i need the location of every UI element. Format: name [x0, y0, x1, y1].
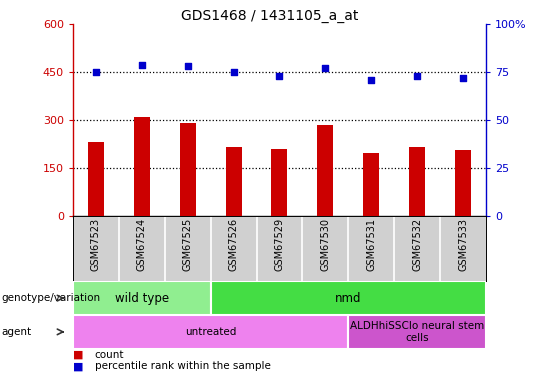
- Bar: [180, 123, 195, 216]
- Point: [367, 77, 376, 83]
- Point: [321, 65, 329, 71]
- Text: ■: ■: [73, 361, 83, 371]
- Point: [137, 62, 146, 68]
- Bar: [272, 149, 287, 216]
- Text: GSM67531: GSM67531: [366, 217, 376, 271]
- Bar: [409, 147, 425, 216]
- Text: GSM67523: GSM67523: [91, 217, 101, 271]
- Bar: [134, 117, 150, 216]
- Text: GSM67533: GSM67533: [458, 217, 468, 271]
- Point: [413, 73, 422, 79]
- Bar: [73, 281, 211, 315]
- Point: [275, 73, 284, 79]
- Point: [459, 75, 468, 81]
- Text: GSM67529: GSM67529: [274, 217, 285, 271]
- Text: GSM67530: GSM67530: [320, 217, 330, 271]
- Text: GSM67532: GSM67532: [412, 217, 422, 271]
- Text: GSM67524: GSM67524: [137, 217, 147, 271]
- Bar: [318, 125, 333, 216]
- Text: nmd: nmd: [335, 292, 362, 304]
- Text: GDS1468 / 1431105_a_at: GDS1468 / 1431105_a_at: [181, 9, 359, 23]
- Bar: [455, 150, 471, 216]
- Text: untreated: untreated: [185, 327, 237, 337]
- Bar: [363, 153, 379, 216]
- Text: ■: ■: [73, 350, 83, 360]
- Text: ALDHhiSSClo neural stem
cells: ALDHhiSSClo neural stem cells: [350, 321, 484, 343]
- Point: [230, 69, 238, 75]
- Point: [92, 69, 100, 75]
- Text: GSM67526: GSM67526: [228, 217, 239, 271]
- Text: genotype/variation: genotype/variation: [1, 293, 100, 303]
- Text: percentile rank within the sample: percentile rank within the sample: [94, 361, 271, 371]
- Text: count: count: [94, 350, 124, 360]
- Text: wild type: wild type: [114, 292, 169, 304]
- Text: agent: agent: [1, 327, 31, 337]
- Bar: [211, 281, 486, 315]
- Bar: [226, 147, 241, 216]
- Bar: [88, 142, 104, 216]
- Text: GSM67525: GSM67525: [183, 217, 193, 271]
- Bar: [348, 315, 486, 349]
- Bar: [73, 315, 348, 349]
- Point: [184, 63, 192, 69]
